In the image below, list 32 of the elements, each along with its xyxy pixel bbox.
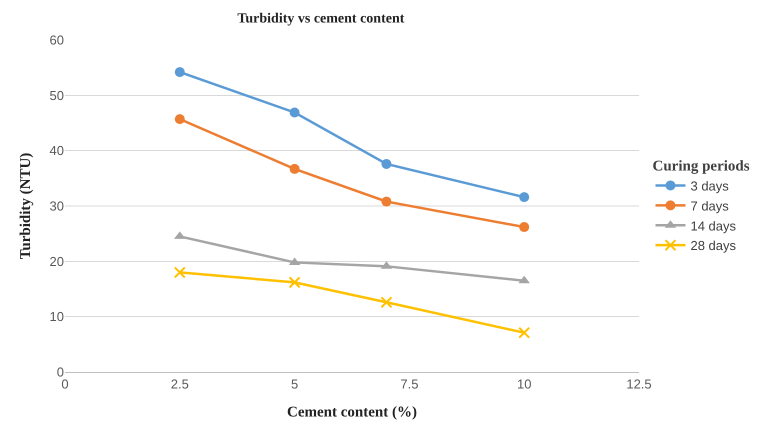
y-tick-label: 60 — [50, 32, 64, 48]
x-tick-label: 12.5 — [626, 376, 652, 392]
point — [288, 276, 301, 288]
y-tick-label: 20 — [50, 254, 64, 269]
point — [519, 222, 530, 232]
x-tick-label: 5 — [290, 376, 298, 392]
x-tick-label: 10 — [516, 376, 532, 392]
point — [174, 266, 186, 278]
y-tick-label: 30 — [50, 198, 64, 214]
point — [174, 114, 185, 124]
point — [290, 107, 300, 118]
y-tick-label: 0 — [56, 364, 64, 380]
point — [174, 67, 185, 78]
point — [519, 192, 530, 202]
chart-title: Turbidity vs cement content — [237, 12, 405, 27]
point — [518, 326, 530, 339]
y-axis-title: Turbidity (NTU) — [18, 152, 34, 260]
point — [290, 164, 300, 174]
x-tick-label: 2.5 — [170, 376, 189, 392]
legend-label: 3 days — [690, 178, 730, 194]
point — [380, 296, 392, 308]
legend-label: 28 days — [690, 238, 737, 254]
legend-label: 14 days — [690, 218, 737, 234]
point — [381, 158, 392, 169]
x-tick-label: 7.5 — [400, 376, 418, 392]
point — [381, 196, 392, 207]
y-tick-label: 50 — [50, 88, 64, 103]
y-tick-label: 40 — [50, 143, 64, 158]
x-axis-title: Cement content (%) — [287, 404, 417, 421]
y-tick-label: 10 — [50, 309, 64, 324]
legend-label: 7 days — [690, 198, 730, 214]
legend-title: Curing periods — [652, 158, 750, 174]
